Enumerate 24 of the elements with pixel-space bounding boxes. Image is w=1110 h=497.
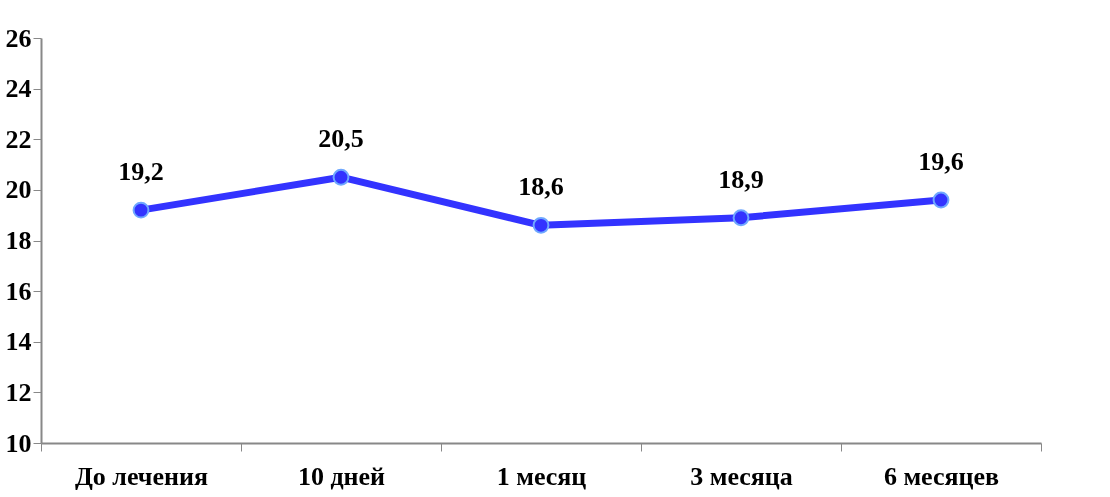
data-label: 19,2 bbox=[118, 157, 164, 187]
y-tick-label: 24 bbox=[5, 74, 32, 104]
y-tick-label: 16 bbox=[5, 276, 32, 306]
data-label: 18,6 bbox=[518, 172, 564, 202]
x-tick-label: 6 месяцев bbox=[883, 461, 1000, 491]
point bbox=[132, 201, 150, 219]
point bbox=[932, 191, 950, 209]
y-tick-label: 18 bbox=[5, 226, 32, 255]
data-label: 20,5 bbox=[318, 124, 364, 154]
data-label: 19,6 bbox=[918, 147, 964, 176]
y-tick-label: 14 bbox=[5, 327, 32, 357]
x-tick-label: 1 месяц bbox=[496, 461, 587, 491]
x-tick-label: 10 дней bbox=[297, 461, 386, 491]
point bbox=[732, 209, 750, 227]
y-tick-label: 22 bbox=[5, 124, 32, 154]
y-tick-label: 10 bbox=[5, 428, 32, 458]
data-label: 18,9 bbox=[718, 164, 764, 194]
point bbox=[332, 168, 350, 186]
y-tick-label: 12 bbox=[5, 377, 32, 407]
y-tick-label: 26 bbox=[5, 23, 32, 53]
y-tick-label: 20 bbox=[5, 175, 32, 205]
point bbox=[532, 216, 550, 234]
x-tick-label: 3 месяца bbox=[690, 461, 793, 491]
x-tick-label: До лечения bbox=[74, 461, 209, 491]
